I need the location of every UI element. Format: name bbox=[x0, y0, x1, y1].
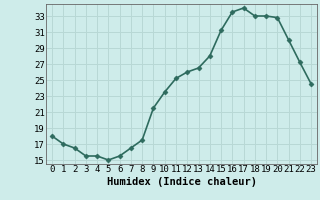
X-axis label: Humidex (Indice chaleur): Humidex (Indice chaleur) bbox=[107, 177, 257, 187]
